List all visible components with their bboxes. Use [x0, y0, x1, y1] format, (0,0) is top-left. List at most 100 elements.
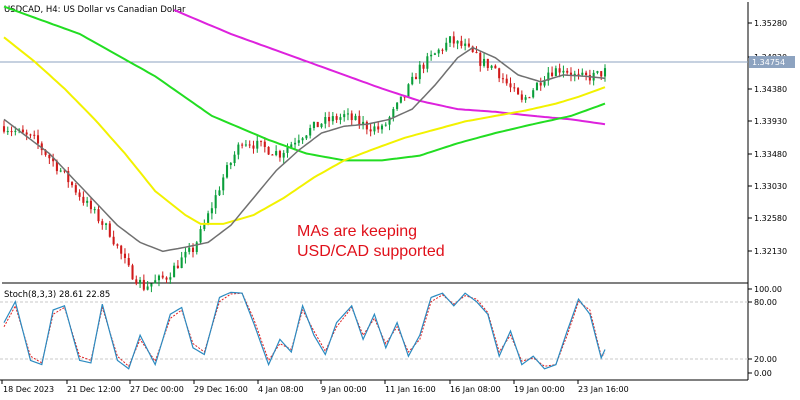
candle-up — [433, 53, 436, 55]
candle-up — [218, 190, 221, 196]
candle-down — [569, 72, 573, 76]
price-tick: 1.33480 — [754, 150, 787, 159]
candle-up — [199, 229, 202, 243]
candle-up — [411, 76, 414, 85]
candle-up — [286, 147, 289, 153]
candle-down — [120, 245, 123, 254]
candle-up — [581, 72, 584, 75]
candle-up — [418, 64, 421, 80]
time-tick: 23 Jan 16:00 — [578, 385, 629, 394]
candle-up — [180, 257, 183, 269]
candle-down — [588, 75, 591, 81]
candle-down — [176, 265, 179, 269]
candle-down — [142, 279, 145, 290]
candle-up — [188, 247, 191, 252]
candle-down — [350, 113, 353, 121]
stoch-tick: 80.00 — [754, 298, 777, 307]
candle-up — [407, 84, 410, 97]
candles — [2, 31, 607, 293]
candle-down — [509, 83, 512, 88]
annotation-line-1: MAs are keeping — [297, 223, 417, 240]
candle-up — [392, 109, 395, 118]
price-tick: 1.33030 — [754, 182, 787, 191]
candle-down — [74, 185, 77, 193]
stochastic-lines — [3, 291, 606, 370]
candle-up — [214, 195, 217, 209]
candle-up — [331, 116, 334, 122]
time-tick: 19 Jan 00:00 — [514, 385, 565, 394]
stoch-main-line — [3, 291, 606, 370]
candle-up — [184, 251, 187, 258]
stoch-signal-line — [3, 292, 606, 368]
candle-down — [441, 49, 444, 51]
candle-up — [596, 71, 599, 73]
candle-up — [543, 80, 546, 86]
candle-up — [14, 130, 17, 132]
candle-down — [551, 72, 554, 77]
candle-down — [498, 68, 501, 79]
candle-up — [146, 286, 149, 290]
candle-up — [150, 283, 153, 287]
candle-up — [222, 177, 225, 191]
candle-down — [520, 94, 523, 100]
candle-up — [154, 280, 157, 284]
candle-down — [479, 52, 482, 66]
stoch-tick: 0.00 — [754, 369, 772, 378]
candle-up — [437, 49, 440, 54]
candle-down — [48, 154, 51, 159]
candle-down — [191, 247, 195, 252]
candle-down — [486, 58, 489, 68]
candle-down — [267, 146, 270, 155]
time-tick: 11 Jan 16:00 — [385, 385, 436, 394]
candle-up — [388, 117, 391, 125]
candle-down — [335, 116, 338, 120]
candle-down — [558, 68, 561, 73]
candle-down — [467, 43, 470, 47]
candle-down — [278, 151, 281, 158]
candle-up — [59, 170, 62, 172]
candle-down — [78, 192, 81, 197]
candle-down — [33, 134, 36, 136]
candle-down — [55, 161, 58, 172]
candle-down — [241, 144, 244, 146]
candle-up — [562, 70, 565, 73]
candle-up — [195, 242, 198, 252]
candle-down — [259, 140, 263, 142]
candle-down — [44, 150, 47, 155]
candle-up — [309, 128, 312, 136]
candle-down — [10, 131, 13, 133]
candle-up — [464, 43, 467, 46]
candle-down — [82, 196, 85, 203]
time-axis: 18 Dec 2023 21 Dec 12:00 27 Dec 00:00 29… — [1, 380, 629, 394]
candle-up — [396, 102, 399, 110]
candle-up — [244, 144, 247, 146]
price-tick: 1.35280 — [754, 19, 787, 28]
time-tick: 29 Dec 16:00 — [194, 385, 248, 394]
annotation-line-2: USD/CAD supported — [297, 243, 445, 260]
chart-title: USDCAD, H4: US Dollar vs Canadian Dollar — [4, 5, 186, 15]
candle-down — [21, 129, 24, 133]
candle-up — [275, 151, 278, 156]
candle-up — [343, 114, 346, 118]
candle-up — [384, 124, 387, 126]
candle-down — [116, 244, 119, 246]
candle-down — [97, 209, 100, 222]
candle-up — [320, 123, 323, 128]
candle-down — [40, 143, 43, 151]
candle-up — [399, 96, 402, 103]
candle-down — [52, 158, 55, 162]
candle-down — [501, 78, 504, 80]
candle-up — [173, 265, 176, 278]
price-tick: 1.33930 — [754, 117, 787, 126]
candle-up — [297, 140, 300, 143]
candle-up — [554, 68, 557, 77]
current-price-box — [749, 56, 795, 68]
candle-down — [101, 221, 104, 225]
candle-up — [535, 82, 539, 91]
ma-slow-line — [3, 5, 606, 162]
candle-down — [566, 70, 569, 73]
time-tick: 21 Dec 12:00 — [67, 385, 121, 394]
candle-up — [139, 279, 142, 284]
moving-averages — [3, 5, 606, 253]
